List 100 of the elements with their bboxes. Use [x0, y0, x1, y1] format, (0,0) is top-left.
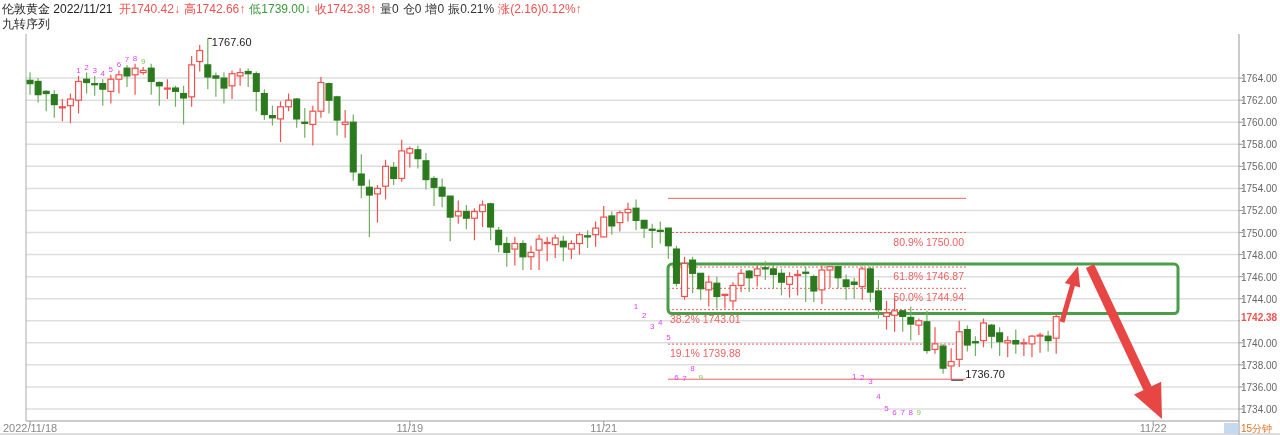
annotation: 2 [84, 62, 90, 72]
candlestick [390, 161, 398, 186]
y-tick-label: 1734.00 [1241, 403, 1278, 415]
annotation: 7 [682, 374, 688, 384]
y-tick-label: 1744.00 [1241, 293, 1278, 305]
candlestick [511, 236, 519, 267]
candlestick [357, 153, 365, 199]
candlestick [713, 276, 721, 310]
candlestick [382, 159, 390, 201]
text: 振0.21% [448, 2, 495, 16]
candlestick [834, 266, 842, 290]
candlestick [705, 274, 713, 308]
y-tick-label: 1758.00 [1241, 139, 1278, 151]
annotation: 6 [674, 373, 680, 383]
annotation: 7 [900, 408, 906, 417]
annotation: 6 [116, 60, 122, 70]
annotation: 1 [633, 301, 639, 311]
y-tick-label: 1752.00 [1241, 205, 1278, 217]
ref-line-label: 80.9% 1750.00 [893, 235, 965, 248]
candlestick [454, 199, 462, 225]
y-tick-label: 1750.00 [1241, 227, 1278, 239]
candlestick [907, 305, 915, 342]
ref-line-label: 38.2% 1743.01 [670, 312, 741, 325]
candlestick [163, 78, 171, 100]
annotation: 5 [666, 332, 672, 342]
y-tick-label: 1748.00 [1241, 249, 1278, 261]
text: 仓0 [402, 2, 422, 16]
y-tick-label: 1764.00 [1241, 73, 1278, 85]
text: 1742.38 [1241, 311, 1278, 323]
annotation: 9 [698, 373, 704, 383]
candlestick [487, 202, 495, 241]
chart-title: 伦敦黄金 2022/11/21 [2, 2, 113, 16]
annotation: 6 [892, 408, 898, 417]
text: 增0 [424, 2, 445, 16]
annotation: 8 [690, 364, 696, 374]
x-tick-label: 11/21 [590, 422, 618, 434]
candlestick [373, 184, 381, 224]
candlestick [155, 80, 163, 107]
annotation: 5 [884, 404, 890, 414]
candlestick [58, 98, 66, 122]
annotation: 2 [641, 310, 647, 320]
annotation: 3 [92, 65, 98, 75]
candlestick [301, 107, 309, 139]
y-tick-label: 1738.00 [1241, 359, 1278, 371]
chart-subtitle: 九转序列 [2, 17, 50, 31]
candlestick [196, 44, 204, 73]
annotation: 8 [132, 53, 138, 63]
candlestick [939, 343, 947, 375]
text: 低1739.00↓ [249, 2, 311, 16]
text: 涨(2.16)0.12%↑ [498, 2, 582, 16]
y-tick-label: 1736.00 [1241, 381, 1278, 393]
annotation: 4 [876, 392, 882, 402]
candlestick [260, 88, 268, 121]
candlestick [931, 326, 939, 355]
annotation: 1767.60 [211, 36, 252, 49]
annotation: 7 [124, 54, 130, 64]
candlestick [810, 273, 818, 303]
text: 15分钟 [1241, 423, 1273, 434]
annotation: 9 [140, 57, 146, 67]
candlestick [341, 109, 349, 139]
x-tick-label: 11/22 [1139, 422, 1167, 434]
text: 高1742.66↑ [183, 2, 246, 16]
candlestick [858, 266, 866, 301]
candlestick [802, 266, 810, 303]
annotation: 8 [908, 408, 914, 417]
candlestick [745, 269, 753, 293]
y-tick-label: 1740.00 [1241, 337, 1278, 349]
annotation: 2 [860, 373, 866, 383]
annotation: 9 [916, 408, 922, 417]
annotation: 3 [868, 376, 874, 386]
ref-line-label: 19.1% 1739.88 [670, 347, 741, 360]
candlestick [462, 204, 470, 230]
y-tick-label: 1756.00 [1241, 161, 1278, 173]
annotation: 4 [658, 317, 664, 327]
candlestick [753, 265, 761, 288]
candlestick [608, 210, 616, 236]
y-tick-label: 1754.00 [1241, 183, 1278, 195]
candlestick [123, 64, 131, 88]
annotation: 1 [851, 372, 857, 382]
candlestick [268, 105, 276, 127]
candlestick [899, 310, 907, 333]
candlestick [50, 89, 58, 119]
text: 量0 [380, 2, 400, 16]
candlestick [1012, 328, 1020, 355]
candlestick [365, 178, 373, 238]
candlestick [1004, 335, 1012, 358]
candlestick [947, 347, 955, 380]
ref-line-label: 50.0% 1744.94 [893, 291, 965, 304]
candlestick [414, 144, 422, 170]
annotation: 5 [108, 64, 114, 74]
annotation: 3 [649, 322, 655, 331]
ref-line-label: 61.8% 1746.87 [893, 270, 965, 283]
candlestick [1044, 330, 1052, 353]
candlestick [180, 85, 188, 126]
text: 收1742.38↑ [314, 2, 377, 16]
annotation: 1736.70 [965, 368, 1005, 381]
candlestick [794, 269, 802, 296]
y-tick-label: 1746.00 [1241, 271, 1278, 283]
candlestick [83, 72, 91, 95]
candlestick [1052, 312, 1060, 355]
